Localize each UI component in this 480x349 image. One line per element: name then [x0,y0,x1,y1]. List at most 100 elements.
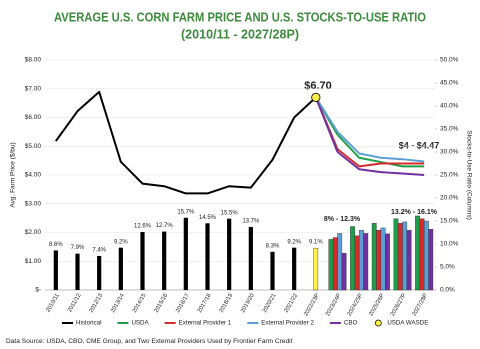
y2-tick-label: 30.0% [440,149,459,156]
x-tick-label: 2020/21 [262,293,278,314]
x-tick-label: 2017/18 [197,293,213,314]
x-tick-label: 2023/24P [325,293,343,318]
data-label: 12.7% [156,223,174,229]
data-label: 8.6% [49,242,63,248]
x-tick-label: 2015/16 [154,293,170,314]
y-tick-label: $6.00 [25,114,42,121]
column [423,220,429,291]
y-tick-label: $1.00 [25,258,42,265]
data-label: 15.7% [177,209,195,215]
legend-label: External Provider 1 [179,320,232,327]
y2-tick-label: 15.0% [440,218,459,225]
data-label: 9.1% [309,240,323,246]
column [162,231,167,290]
column [227,218,232,290]
column [415,215,420,291]
y2-tick-label: 10.0% [440,241,459,248]
annotation: 13.2% - 16.1% [391,209,438,216]
column [371,223,377,291]
column [376,229,382,291]
legend-label: Historical [76,320,101,327]
column [270,251,275,290]
column [205,223,210,290]
price-line [55,90,296,195]
column [402,221,408,291]
data-label: 13.7% [242,219,260,225]
data-label: 12.6% [134,224,152,230]
column [341,252,347,291]
data-label: 9.2% [287,239,301,245]
column [406,229,412,291]
column [328,239,334,291]
data-label: 7.9% [71,245,85,251]
x-tick-label: 2014/15 [132,293,148,314]
column [118,247,123,290]
annotation: $6.70 [304,80,332,92]
column [419,218,425,291]
column [332,237,338,291]
price-line [336,151,425,176]
y2-tick-label: 0.0% [440,287,455,294]
y-tick-label: $3.00 [25,200,42,207]
y2-axis-title: Stocks-to-Use Ratio (Columns) [465,130,472,220]
legend-label: CBO [344,320,358,327]
price-line [336,148,425,168]
x-tick-label: 2012/13 [89,293,105,314]
y-tick-label: $4.00 [25,172,42,179]
x-tick-label: 2024/25P [347,293,365,318]
chart-title: AVERAGE U.S. CORN FARM PRICE AND U.S. ST… [54,10,426,24]
column [350,226,355,291]
data-label: 7.4% [92,248,106,254]
column [97,255,102,290]
column [385,233,390,291]
price-line-join [293,96,317,119]
y-tick-label: $8.00 [25,57,42,64]
column [380,227,386,291]
x-tick-label: 2016/17 [175,293,191,314]
data-label: 15.5% [221,210,239,216]
y2-tick-label: 50.0% [440,57,459,64]
y2-tick-label: 35.0% [440,126,459,133]
legend-label: USDA [131,320,149,327]
data-label: 9.2% [114,239,128,245]
y-axis-title: Avg. Farm Price ($/bu) [10,142,17,207]
grid [45,59,435,291]
column [183,217,188,290]
column [358,229,364,291]
source-note: Data Source: USDA, CBO, CME Group, and T… [6,338,293,345]
legend-label: USDA WASDE [387,320,428,327]
price-line [336,131,425,163]
x-tick-label: 2021/22 [284,293,300,314]
column [248,226,253,290]
legend-label: External Provider 2 [261,320,314,327]
legend-swatch [374,319,382,327]
x-tick-label: 2025/26P [368,293,386,318]
x-tick-label: 2011/12 [67,293,82,314]
x-tick-label: 2018/19 [219,293,235,314]
x-tick-label: 2010/11 [45,293,60,314]
column [363,233,369,291]
y2-tick-label: 40.0% [440,103,459,110]
column [337,233,343,291]
price-line-join [314,97,339,153]
price-line [336,134,425,168]
y-tick-label: $5.00 [25,143,42,150]
column [292,247,297,290]
x-tick-label: 2022/23P [303,293,321,318]
y2-tick-label: 20.0% [440,195,459,202]
price-line-join [314,96,339,133]
column [140,232,145,290]
y-tick-label: $7.00 [25,85,42,92]
column [393,218,399,291]
x-tick-label: 2027/28P [412,293,430,318]
x-tick-label: 2013/14 [110,292,126,314]
column [428,229,434,291]
y2-tick-label: 25.0% [440,172,459,179]
y2-tick-label: 5.0% [440,264,455,271]
column [354,235,360,291]
y-tick-label: $- [35,287,41,294]
price-point [311,92,321,102]
data-label: 14.5% [199,215,217,221]
annotation: $4 - $4.47 [399,140,440,150]
